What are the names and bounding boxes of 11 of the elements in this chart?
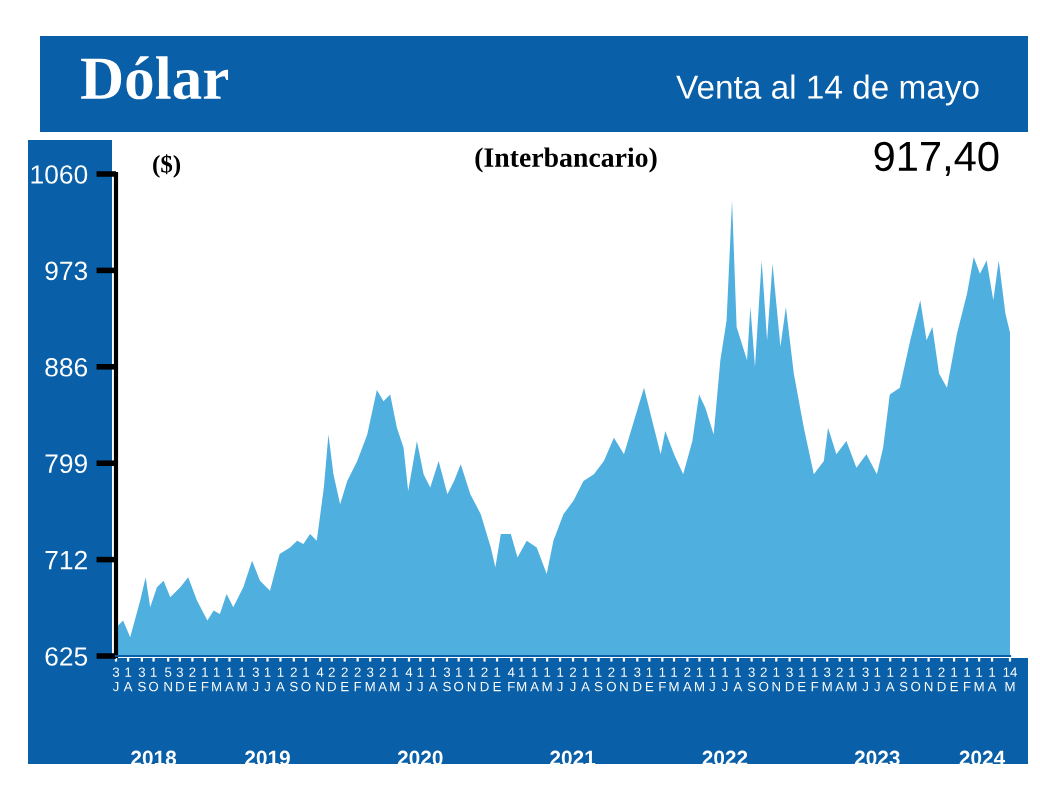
chart-title: Dólar (81, 56, 229, 100)
text: (Interbancario) (475, 147, 657, 173)
y-tick-label: 886 (45, 357, 88, 377)
y-tick-label: 625 (45, 647, 88, 666)
chart-subtitle: Venta al 14 de mayo (676, 74, 979, 106)
y-axis-title: ($) (153, 154, 181, 178)
y-tick-label: 1060 (31, 165, 88, 184)
y-tick-label: 712 (45, 550, 87, 570)
annotation: 917,40 (874, 141, 999, 177)
y-tick-label: 973 (45, 261, 88, 281)
y-tick-label: 799 (45, 454, 87, 474)
